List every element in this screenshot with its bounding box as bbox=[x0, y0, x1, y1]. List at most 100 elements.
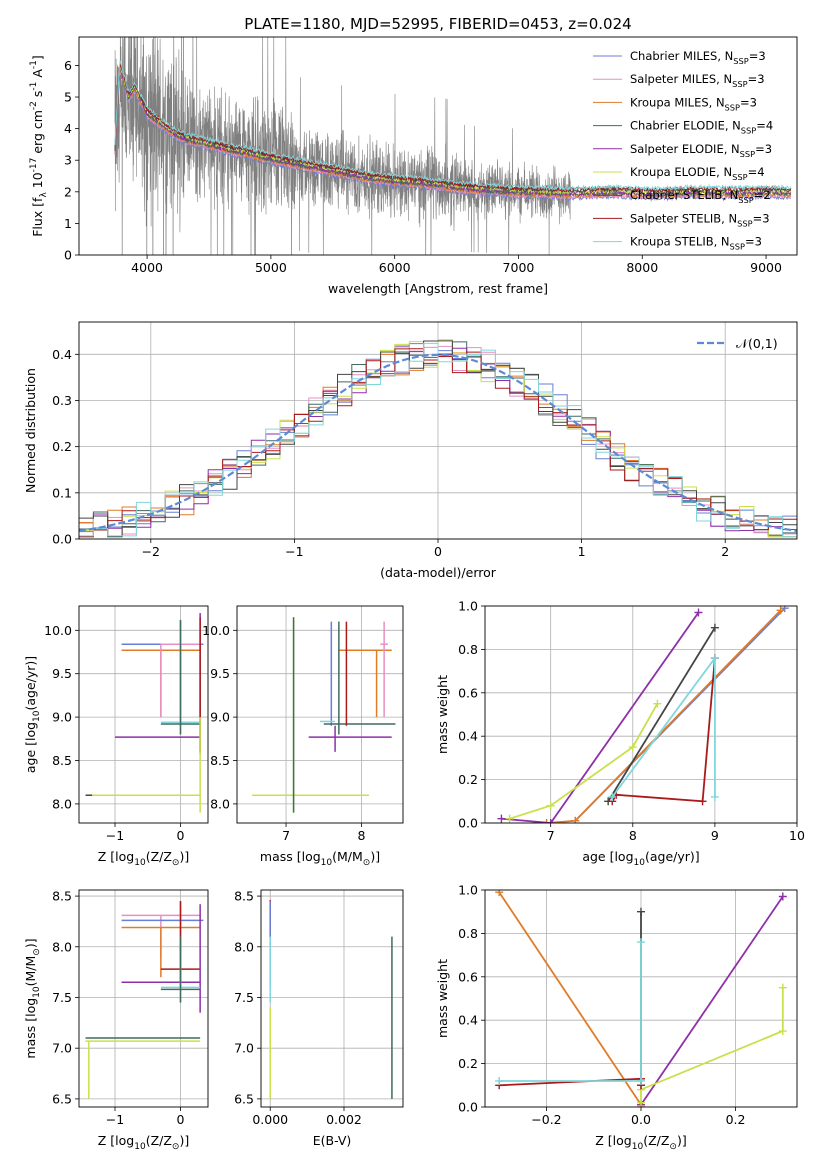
x-tick-label: 7 bbox=[547, 828, 555, 843]
x-tick-label: −0.2 bbox=[531, 1112, 561, 1127]
weight-line-1 bbox=[640, 895, 784, 1106]
weight-marker bbox=[710, 623, 719, 632]
axes-frame bbox=[78, 889, 209, 1108]
y-tick-label: 0.8 bbox=[458, 642, 478, 657]
axes-frame bbox=[78, 321, 798, 540]
x-tick-label: 0 bbox=[434, 544, 442, 559]
x-axis-label: mass [log10(M/M⊙)] bbox=[260, 849, 380, 868]
y-tick-label: 9.5 bbox=[52, 666, 72, 681]
y-tick-label: 9.0 bbox=[210, 710, 230, 725]
panel-spectrum: 4000 5000 6000 7000 8000 9000 0 1 2 3 4 5 6 wavelengt… bbox=[29, 36, 798, 296]
x-tick-label: −2 bbox=[142, 544, 160, 559]
x-tick-label: 8000 bbox=[626, 260, 658, 275]
x-tick-label: −1 bbox=[285, 544, 303, 559]
y-tick-label: 8.0 bbox=[234, 939, 254, 954]
weight-marker bbox=[710, 654, 719, 663]
axes-frame bbox=[260, 889, 404, 1108]
weight-marker bbox=[694, 608, 703, 617]
plot-area-age_vs_mass bbox=[252, 617, 396, 813]
panel-residuals: −2 −1 0 1 2 0.0 0.1 0.2 0.3 0.4 (data-model)/error… bbox=[23, 321, 798, 580]
weight-line-4 bbox=[607, 627, 716, 802]
weight-marker bbox=[495, 1076, 504, 1085]
weight-marker bbox=[780, 606, 789, 613]
x-tick-label: 8 bbox=[629, 828, 637, 843]
histogram-6 bbox=[79, 340, 797, 538]
y-tick-label: 8.5 bbox=[52, 753, 72, 768]
y-tick-label: 1.0 bbox=[458, 883, 478, 898]
weight-marker bbox=[637, 938, 645, 947]
x-axis-label: age [log10(age/yr)] bbox=[582, 849, 699, 868]
weight-line-5 bbox=[499, 942, 642, 1082]
observed-spectrum bbox=[114, 37, 571, 255]
x-tick-label: 0 bbox=[177, 828, 185, 843]
y-tick-label: 7.0 bbox=[234, 1041, 254, 1056]
x-tick-label: 0.000 bbox=[252, 1112, 288, 1127]
legend-label: Kroupa MILES, NSSP=3 bbox=[630, 95, 757, 112]
y-tick-label: 0.8 bbox=[458, 926, 478, 941]
weight-marker bbox=[653, 699, 662, 708]
axes-frame bbox=[484, 889, 798, 1108]
x-axis-label: Z [log10(Z/Z⊙)] bbox=[595, 1133, 686, 1152]
weight-marker bbox=[505, 814, 514, 823]
y-tick-label: 0.6 bbox=[458, 685, 478, 700]
x-tick-label: 0.002 bbox=[326, 1112, 362, 1127]
y-tick-label: 8.5 bbox=[234, 889, 254, 904]
y-tick-label: 0.4 bbox=[458, 729, 478, 744]
x-tick-label: 6000 bbox=[379, 260, 411, 275]
histogram-8 bbox=[79, 342, 797, 538]
y-tick-label: 0.2 bbox=[52, 439, 72, 454]
panel-massweight_vs_age: 7 8 9 10 0.0 0.2 0.4 0.6 0.8 1.0 age [log10(age/yr… bbox=[435, 599, 805, 869]
x-tick-label: 4000 bbox=[131, 260, 163, 275]
model-line-3 bbox=[114, 66, 792, 198]
axes-frame bbox=[78, 36, 798, 256]
plot-area-mass_vs_Z bbox=[85, 901, 204, 1099]
y-tick-label: 0.0 bbox=[458, 816, 478, 831]
y-tick-label: 1.0 bbox=[458, 599, 478, 614]
weight-line-5 bbox=[611, 658, 716, 803]
y-tick-label: 0.2 bbox=[458, 1056, 478, 1071]
weight-line-4 bbox=[499, 1077, 642, 1087]
weight-marker bbox=[637, 1098, 645, 1107]
x-tick-label: 5000 bbox=[255, 260, 287, 275]
plot-area-massweight_vs_age bbox=[497, 606, 789, 823]
x-tick-label: 9 bbox=[711, 828, 719, 843]
y-tick-label: 9.0 bbox=[52, 710, 72, 725]
weight-marker bbox=[776, 606, 785, 615]
weight-marker bbox=[497, 814, 506, 823]
y-tick-label: 6 bbox=[64, 58, 72, 73]
y-axis-label: Normed distribution bbox=[23, 368, 38, 493]
panel-mass_vs_Z: −1 0 6.5 7.0 7.5 8.0 8.5 Z [log10(Z/Z⊙)] mass [l… bbox=[23, 889, 209, 1152]
axes-frame bbox=[236, 605, 404, 824]
x-tick-label: 8 bbox=[358, 828, 366, 843]
y-tick-label: 0.1 bbox=[52, 485, 72, 500]
y-tick-label: 0.2 bbox=[458, 772, 478, 787]
y-tick-label: 7.5 bbox=[52, 990, 72, 1005]
y-tick-label: 8.5 bbox=[210, 753, 230, 768]
y-tick-label: 7.5 bbox=[234, 990, 254, 1005]
weight-line-6 bbox=[611, 655, 716, 798]
x-axis-label: (data-model)/error bbox=[380, 565, 497, 580]
weight-marker bbox=[637, 1076, 645, 1085]
weight-marker bbox=[628, 743, 637, 752]
y-tick-label: 0.4 bbox=[52, 347, 72, 362]
weight-marker bbox=[778, 983, 787, 992]
plot-area-mass_vs_ebv bbox=[269, 900, 393, 1099]
weight-line-2 bbox=[640, 987, 784, 1103]
y-axis-label: mass [log10(M/M⊙)] bbox=[23, 938, 42, 1058]
weight-marker bbox=[495, 890, 504, 897]
y-tick-label: 4 bbox=[64, 121, 72, 136]
legend-label: Kroupa STELIB, NSSP=3 bbox=[630, 235, 762, 252]
y-tick-label: 1 bbox=[64, 216, 72, 231]
y-tick-label: 10.0 bbox=[44, 623, 72, 638]
weight-marker bbox=[608, 792, 617, 801]
legend-label: Kroupa ELODIE, NSSP=4 bbox=[630, 165, 765, 182]
weight-marker bbox=[546, 801, 555, 810]
y-tick-label: 2 bbox=[64, 184, 72, 199]
plot-area-spectrum bbox=[114, 37, 792, 255]
y-axis-label: mass weight bbox=[435, 959, 450, 1038]
x-tick-label: 9000 bbox=[750, 260, 782, 275]
y-tick-label: 8.0 bbox=[52, 939, 72, 954]
y-tick-label: 0.0 bbox=[458, 1100, 478, 1115]
weight-marker bbox=[571, 816, 580, 823]
